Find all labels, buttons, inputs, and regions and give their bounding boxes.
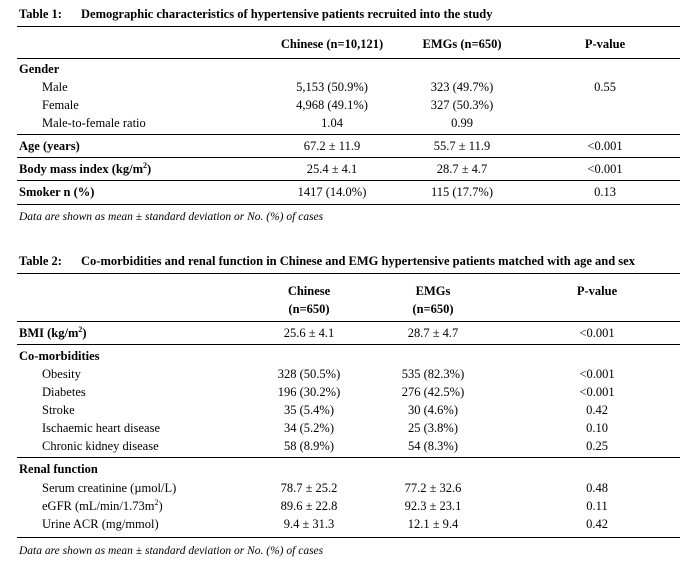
table-1-cell-pvalue: <0.001 bbox=[587, 139, 623, 153]
table-1-row-rule bbox=[17, 180, 680, 181]
table-2-row-label: eGFR (mL/min/1.73m2) bbox=[42, 497, 163, 513]
table-1-cell-chinese: 1417 (14.0%) bbox=[297, 185, 367, 199]
table-2-row-label: Renal function bbox=[19, 462, 98, 476]
table-2-cell-pvalue: 0.48 bbox=[586, 481, 608, 495]
table-2-header-emgs: EMGs bbox=[415, 284, 451, 298]
table-1-cell-chinese: 4,968 (49.1%) bbox=[296, 98, 368, 112]
table-2-footnote: Data are shown as mean ± standard deviat… bbox=[19, 545, 324, 557]
table-1-row-rule bbox=[17, 157, 680, 158]
table-1-row-label: Gender bbox=[19, 62, 60, 76]
table-2-cell-chinese: 35 (5.4%) bbox=[284, 403, 334, 417]
table-2-row-label: Co-morbidities bbox=[19, 349, 100, 363]
table-1-cell-emgs: 28.7 ± 4.7 bbox=[436, 162, 488, 176]
table-2-cell-chinese: 9.4 ± 31.3 bbox=[283, 517, 335, 531]
table-2-cell-chinese: 78.7 ± 25.2 bbox=[280, 481, 338, 495]
table-1-cell-pvalue: 0.55 bbox=[594, 80, 616, 94]
table-2-cell-chinese: 58 (8.9%) bbox=[284, 439, 334, 453]
table-1-cell-chinese: 25.4 ± 4.1 bbox=[306, 162, 358, 176]
table-2-row-label: Urine ACR (mg/mmol) bbox=[42, 517, 159, 531]
table-1-cell-chinese: 5,153 (50.9%) bbox=[296, 80, 368, 94]
table-2-cell-emgs: 77.2 ± 32.6 bbox=[404, 481, 462, 495]
table-2-cell-chinese: 25.6 ± 4.1 bbox=[283, 326, 335, 340]
table-2-cell-emgs: 28.7 ± 4.7 bbox=[407, 326, 459, 340]
table-1-cell-emgs: 55.7 ± 11.9 bbox=[433, 139, 491, 153]
table-1-cell-emgs: 323 (49.7%) bbox=[430, 80, 494, 94]
table-2-row-label: Stroke bbox=[42, 403, 75, 417]
table-2-top-rule bbox=[17, 273, 680, 274]
table-2-header-chinese: Chinese bbox=[287, 284, 331, 298]
table-1-cell-chinese: 67.2 ± 11.9 bbox=[303, 139, 361, 153]
table-1-header-chinese: Chinese (n=10,121) bbox=[280, 37, 384, 51]
table-1-top-rule bbox=[17, 26, 680, 27]
table-2-cell-emgs: 276 (42.5%) bbox=[401, 385, 465, 399]
table-2-header-rule bbox=[17, 321, 680, 322]
table-2-cell-emgs: 535 (82.3%) bbox=[401, 367, 465, 381]
table-1-header-rule bbox=[17, 58, 680, 59]
table-1-cell-emgs: 115 (17.7%) bbox=[430, 185, 494, 199]
table-2-row-label: Ischaemic heart disease bbox=[42, 421, 160, 435]
table-1-number: Table 1: bbox=[19, 7, 62, 21]
table-2-cell-emgs: 30 (4.6%) bbox=[408, 403, 458, 417]
table-1-cell-pvalue: 0.13 bbox=[594, 185, 616, 199]
table-2-cell-pvalue: 0.42 bbox=[586, 517, 608, 531]
table-2-cell-emgs: 12.1 ± 9.4 bbox=[407, 517, 459, 531]
table-1-cell-pvalue: <0.001 bbox=[587, 162, 623, 176]
table-2-bottom-rule bbox=[17, 537, 680, 538]
table-2-cell-pvalue: 0.42 bbox=[586, 403, 608, 417]
table-1-bottom-rule bbox=[17, 204, 680, 205]
table-2-row-label: Serum creatinine (µmol/L) bbox=[42, 481, 177, 495]
table-2-cell-pvalue: 0.10 bbox=[586, 421, 608, 435]
table-1-row-rule bbox=[17, 134, 680, 135]
table-2-cell-chinese: 34 (5.2%) bbox=[284, 421, 334, 435]
table-1-row-label: Body mass index (kg/m2) bbox=[19, 160, 152, 176]
table-2-row-label: BMI (kg/m2) bbox=[19, 324, 87, 340]
table-2-header-emgs-n: (n=650) bbox=[412, 302, 454, 316]
table-2-caption: Table 2: Co-morbidities and renal functio… bbox=[19, 254, 635, 269]
table-1-row-label: Smoker n (%) bbox=[19, 185, 95, 199]
table-1-footnote: Data are shown as mean ± standard deviat… bbox=[19, 211, 324, 223]
table-2-row-rule bbox=[17, 457, 680, 458]
table-1-header-pvalue: P-value bbox=[584, 37, 626, 51]
table-2-cell-emgs: 92.3 ± 23.1 bbox=[404, 499, 462, 513]
table-2-cell-emgs: 25 (3.8%) bbox=[408, 421, 458, 435]
table-2-cell-pvalue: 0.25 bbox=[586, 439, 608, 453]
table-2-cell-pvalue: <0.001 bbox=[579, 385, 615, 399]
table-2-header-pvalue: P-value bbox=[576, 284, 618, 298]
table-2-title: Co-morbidities and renal function in Chi… bbox=[81, 254, 635, 268]
table-2-cell-emgs: 54 (8.3%) bbox=[408, 439, 458, 453]
table-2-cell-pvalue: <0.001 bbox=[579, 326, 615, 340]
table-2-cell-chinese: 196 (30.2%) bbox=[277, 385, 341, 399]
table-1-row-label: Male bbox=[42, 80, 68, 94]
table-2-row-rule bbox=[17, 344, 680, 345]
table-2-row-label: Diabetes bbox=[42, 385, 86, 399]
table-2-cell-pvalue: <0.001 bbox=[579, 367, 615, 381]
table-2-cell-chinese: 89.6 ± 22.8 bbox=[280, 499, 338, 513]
table-2-row-label: Obesity bbox=[42, 367, 81, 381]
table-1-caption: Table 1: Demographic characteristics of h… bbox=[19, 7, 493, 22]
table-2-row-label: Chronic kidney disease bbox=[42, 439, 159, 453]
table-1-cell-emgs: 0.99 bbox=[451, 116, 473, 130]
table-2-cell-pvalue: 0.11 bbox=[586, 499, 608, 513]
table-2-cell-chinese: 328 (50.5%) bbox=[277, 367, 341, 381]
table-1-row-label: Age (years) bbox=[19, 139, 80, 153]
table-2-number: Table 2: bbox=[19, 254, 62, 268]
table-2-header-chinese-n: (n=650) bbox=[288, 302, 330, 316]
table-1-row-label: Female bbox=[42, 98, 79, 112]
table-1-row-label: Male-to-female ratio bbox=[42, 116, 146, 130]
table-1-cell-chinese: 1.04 bbox=[321, 116, 343, 130]
table-1-title: Demographic characteristics of hypertens… bbox=[81, 7, 493, 21]
table-1-header-emgs: EMGs (n=650) bbox=[422, 37, 502, 51]
table-1-cell-emgs: 327 (50.3%) bbox=[430, 98, 494, 112]
